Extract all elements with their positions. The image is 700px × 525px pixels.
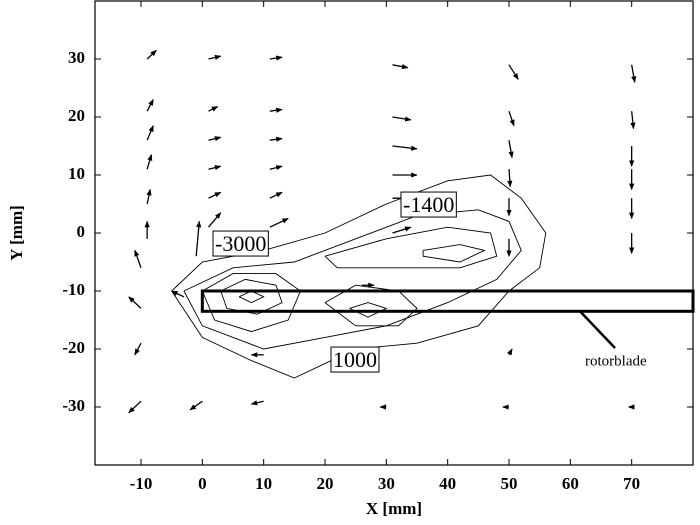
contour-line	[422, 244, 486, 263]
contour-label: -1400	[403, 192, 454, 217]
x-tick-label: 10	[255, 474, 272, 493]
x-tick-label: 50	[501, 474, 518, 493]
contour-line	[324, 284, 418, 327]
x-tick-label: -10	[130, 474, 153, 493]
vector-arrow	[269, 217, 289, 228]
vector-arrow	[508, 110, 515, 127]
y-tick-label: 10	[68, 164, 85, 183]
y-tick-label: -10	[62, 280, 85, 299]
x-axis-label: X [mm]	[366, 499, 422, 518]
vector-arrow	[208, 165, 222, 171]
vector-arrow	[208, 105, 219, 112]
blade-label: rotorblade	[585, 353, 647, 369]
y-tick-label: -30	[62, 396, 85, 415]
vector-arrow	[508, 64, 519, 80]
vector-arrow	[507, 348, 513, 356]
vector-arrow	[630, 111, 636, 130]
vector-arrow	[392, 116, 412, 122]
vector-arrow	[195, 220, 202, 257]
contour-line	[324, 226, 498, 269]
x-tick-label: 60	[562, 474, 579, 493]
vector-arrow	[208, 54, 222, 60]
y-axis-label: Y [mm]	[7, 205, 26, 261]
contour-line	[238, 290, 265, 304]
contour-line	[349, 302, 388, 318]
vector-arrow	[392, 226, 412, 234]
contour-line	[171, 174, 547, 379]
vector-arrow	[146, 99, 154, 112]
x-tick-label: 30	[378, 474, 395, 493]
vector-arrow	[392, 145, 418, 151]
vector-arrow	[392, 64, 409, 70]
x-tick-label: 70	[623, 474, 640, 493]
vector-arrow	[208, 191, 222, 199]
y-tick-label: -20	[62, 338, 85, 357]
vector-arrow	[208, 136, 222, 142]
y-tick-label: 0	[77, 222, 86, 241]
x-tick-label: 20	[317, 474, 334, 493]
vector-arrow	[171, 290, 185, 298]
x-tick-label: 0	[198, 474, 207, 493]
contour-label-box	[330, 346, 380, 373]
vector-arrow	[146, 125, 154, 141]
vector-arrow	[146, 49, 157, 60]
vector-arrow	[134, 249, 142, 269]
vector-arrow	[269, 191, 283, 199]
vector-arrow	[146, 188, 152, 205]
y-tick-label: 20	[68, 106, 85, 125]
vector-arrow	[631, 64, 637, 83]
contour-label: 1000	[333, 347, 377, 372]
contour-line	[183, 209, 522, 350]
vector-arrow	[189, 400, 203, 411]
contour-label-box	[400, 191, 457, 218]
vector-arrow	[269, 165, 283, 171]
contour-line	[201, 273, 302, 333]
vector-arrow	[207, 212, 222, 228]
rotorblade	[200, 289, 695, 313]
vector-arrow	[128, 296, 142, 309]
blade-leader	[579, 310, 616, 349]
contour-label-box	[212, 230, 269, 257]
vector-arrow	[269, 55, 283, 61]
y-tick-label: 30	[68, 48, 85, 67]
vector-arrow	[269, 107, 283, 113]
x-tick-label: 40	[439, 474, 456, 493]
vector-arrow	[250, 400, 264, 406]
vector-arrow	[146, 154, 153, 170]
contour-line	[220, 278, 283, 315]
contour-label: -3000	[215, 231, 266, 256]
vector-arrow	[507, 169, 513, 188]
vector-arrow	[128, 400, 142, 414]
vector-arrow	[134, 342, 142, 356]
vector-arrow	[269, 136, 283, 142]
vector-arrow	[508, 140, 514, 159]
